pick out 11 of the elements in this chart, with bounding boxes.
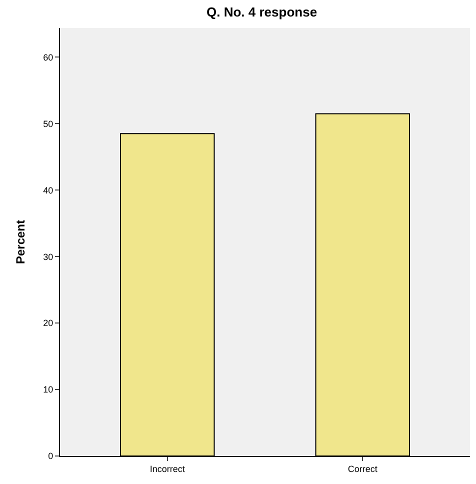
- y-axis-title: Percent: [13, 220, 28, 264]
- y-tick-label: 20: [43, 318, 54, 328]
- y-tick-label: 50: [43, 118, 54, 129]
- y-tick-label: 10: [43, 384, 54, 395]
- chart-title: Q. No. 4 response: [206, 4, 318, 20]
- y-tick-label: 40: [43, 185, 54, 196]
- y-tick-label: 30: [43, 252, 54, 262]
- y-tick-label: 0: [48, 451, 54, 462]
- x-tick-label: Incorrect: [150, 464, 186, 474]
- y-tick-label: 60: [43, 52, 54, 62]
- x-tick-label: Correct: [348, 464, 378, 474]
